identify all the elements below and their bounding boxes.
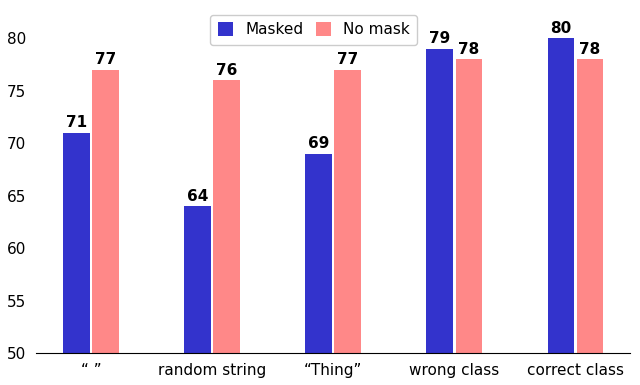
Bar: [548, 38, 574, 385]
Text: 64: 64: [187, 189, 208, 204]
Bar: [213, 80, 240, 385]
Bar: [92, 70, 119, 385]
Text: 77: 77: [95, 52, 116, 67]
Text: 80: 80: [550, 21, 572, 36]
Bar: [426, 49, 453, 385]
Bar: [184, 206, 211, 385]
Text: 78: 78: [579, 42, 600, 57]
Text: 79: 79: [429, 31, 451, 46]
Bar: [335, 70, 361, 385]
Text: 76: 76: [216, 63, 237, 78]
Text: 71: 71: [66, 115, 87, 130]
Text: 77: 77: [337, 52, 358, 67]
Legend: Masked, No mask: Masked, No mask: [210, 15, 417, 45]
Bar: [305, 154, 332, 385]
Bar: [63, 133, 90, 385]
Bar: [577, 59, 604, 385]
Text: 69: 69: [308, 136, 330, 151]
Bar: [456, 59, 482, 385]
Text: 78: 78: [458, 42, 479, 57]
